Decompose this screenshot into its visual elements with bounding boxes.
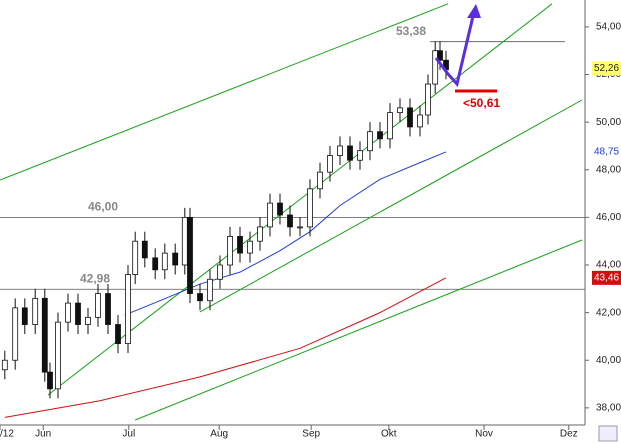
candle-body: [12, 307, 19, 361]
x-tick-label: Nov: [475, 429, 493, 440]
candle-body: [125, 274, 131, 344]
candle-body: [75, 302, 81, 325]
y-tick-label: 42,00: [596, 307, 621, 318]
candle-body: [141, 240, 148, 259]
candle-body: [161, 252, 168, 271]
candle-body: [95, 293, 101, 318]
x-tick-label: Sep: [302, 429, 320, 440]
y-tick-label: 46,00: [596, 212, 621, 223]
candle-body: [1, 359, 8, 371]
candle-body: [237, 236, 243, 254]
trend-line: [199, 99, 583, 313]
y-tick-label: 50,00: [596, 117, 621, 128]
candle-body: [267, 202, 273, 228]
candle-body: [217, 264, 223, 280]
candle-body: [377, 131, 383, 140]
candle-body: [337, 145, 343, 156]
x-tick-label: Dez: [560, 429, 578, 440]
level-label: 53,38: [396, 24, 426, 38]
x-tick-label: Aug: [210, 429, 228, 440]
candle-body: [432, 50, 439, 85]
candle-body: [357, 150, 363, 161]
candle-body: [21, 307, 28, 325]
price-label: 52,26: [594, 63, 619, 74]
candle-body: [227, 236, 233, 266]
price-label: 48,75: [594, 147, 619, 158]
candle-body: [425, 83, 431, 116]
candle-body: [257, 226, 263, 242]
x-tick-label: Jul: [122, 429, 135, 440]
candle-body: [181, 216, 188, 266]
x-tick-label: Jun: [35, 429, 51, 440]
candle-body: [105, 293, 111, 325]
trend-line: [47, 3, 553, 396]
candle-body: [317, 171, 323, 190]
level-label: 46,00: [88, 200, 118, 214]
candle-body: [187, 216, 193, 294]
candle-body: [32, 297, 39, 325]
candle-body: [172, 252, 179, 266]
candle-body: [65, 302, 71, 323]
y-tick-label: 44,00: [596, 260, 621, 271]
price-box: [592, 270, 621, 285]
candle-body: [85, 316, 91, 325]
candle-body: [307, 188, 313, 228]
candle-body: [347, 145, 353, 161]
forecast-arrow: [434, 11, 476, 88]
trend-line: [0, 3, 449, 181]
y-tick-label: 38,00: [596, 402, 621, 413]
x-tick-label: /12: [0, 429, 14, 440]
candle-body: [152, 257, 159, 271]
y-tick-label: 54,00: [596, 22, 621, 33]
candle-body: [115, 324, 121, 344]
candle-body: [132, 240, 139, 275]
candle-body: [41, 297, 48, 373]
moving-average: [4, 277, 447, 418]
candle-body: [297, 226, 303, 229]
plot: [0, 3, 583, 421]
candle-body: [247, 240, 253, 254]
candle-body: [387, 112, 393, 140]
axes: 38,0040,0042,0044,0046,0048,0050,0052,00…: [0, 22, 621, 440]
candle-body: [397, 107, 403, 114]
arrow-head: [467, 4, 481, 18]
candle-body: [417, 114, 423, 128]
price-box: [592, 61, 621, 76]
y-tick-label: 40,00: [596, 355, 621, 366]
trend-line: [135, 239, 583, 421]
edit-icon[interactable]: [598, 425, 618, 442]
candle-body: [197, 293, 203, 302]
candle-body: [47, 371, 53, 390]
y-tick-label: 48,00: [596, 164, 621, 175]
moving-average: [124, 151, 447, 316]
candle-body: [367, 131, 373, 152]
candle-body: [55, 321, 61, 390]
support-label: <50,61: [463, 96, 500, 110]
candle-body: [407, 107, 413, 128]
price-label: 43,46: [594, 272, 619, 283]
level-label: 42,98: [80, 271, 110, 285]
candle-body: [437, 50, 443, 61]
x-tick-label: Okt: [381, 429, 397, 440]
candle-body: [207, 278, 213, 302]
candle-body: [327, 155, 333, 173]
candle-body: [277, 202, 283, 216]
candle-body: [287, 214, 293, 228]
